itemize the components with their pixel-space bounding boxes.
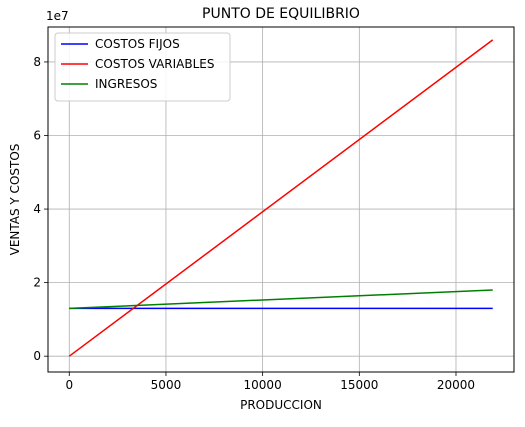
y-tick-label: 2 [33,276,41,290]
y-axis-ticks: 0 2 4 6 8 [33,55,48,363]
y-axis-label: VENTAS Y COSTOS [8,144,22,256]
x-tick-label: 0 [65,378,73,392]
y-tick-label: 0 [33,349,41,363]
x-tick-label: 5000 [151,378,182,392]
legend-label: COSTOS VARIABLES [95,57,215,71]
series-line-2 [68,39,494,357]
x-tick-label: 20000 [437,378,475,392]
x-tick-label: 15000 [340,378,378,392]
chart-title: PUNTO DE EQUILIBRIO [202,6,360,22]
legend: COSTOS FIJOS COSTOS VARIABLES INGRESOS [54,32,231,102]
legend-label: COSTOS FIJOS [95,37,180,51]
x-axis-label: PRODUCCION [240,398,322,412]
series-line-3 [69,289,493,310]
legend-box [54,32,231,102]
y-axis-offset-label: 1e7 [46,9,69,23]
series-lines [68,39,494,357]
y-tick-label: 4 [33,202,41,216]
legend-label: INGRESOS [95,77,157,91]
plot-frame [47,26,515,373]
x-axis-ticks: 0 5000 10000 15000 20000 [65,372,475,392]
y-tick-label: 6 [33,129,41,143]
y-tick-label: 8 [33,55,41,69]
x-tick-label: 10000 [244,378,282,392]
